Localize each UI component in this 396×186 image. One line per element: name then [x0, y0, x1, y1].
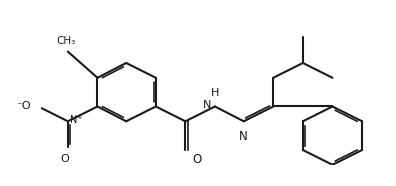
Text: ⁻O: ⁻O: [17, 102, 31, 111]
Text: O: O: [192, 153, 202, 166]
Text: N: N: [238, 130, 247, 143]
Text: H: H: [211, 88, 219, 98]
Text: O: O: [60, 154, 69, 164]
Text: N: N: [203, 100, 211, 110]
Text: N⁺: N⁺: [70, 116, 82, 125]
Text: CH₃: CH₃: [57, 36, 76, 46]
